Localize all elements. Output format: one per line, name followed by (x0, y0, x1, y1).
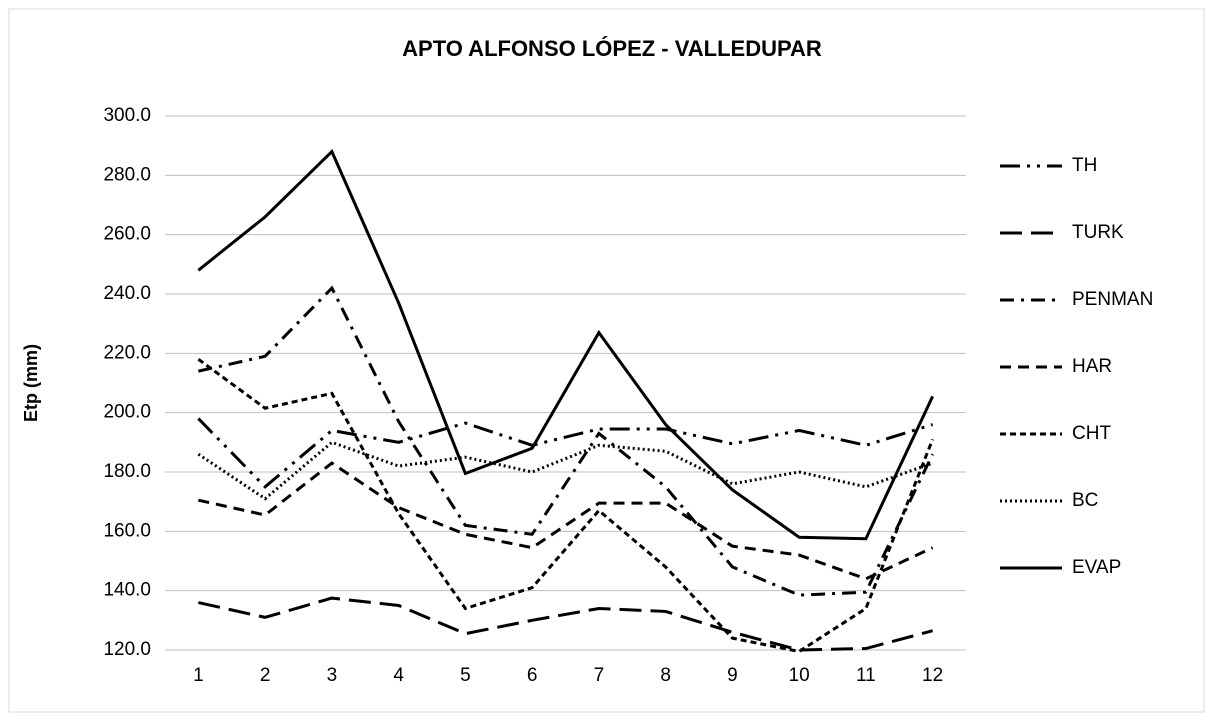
legend-label: PENMAN (1072, 289, 1153, 310)
legend-label: TURK (1072, 222, 1124, 243)
y-tick-label: 240.0 (103, 283, 151, 304)
y-tick-label: 280.0 (103, 164, 151, 185)
x-tick-label: 6 (527, 665, 538, 686)
x-tick-label: 11 (856, 665, 876, 686)
y-tick-label: 120.0 (103, 639, 151, 660)
y-tick-label: 180.0 (103, 461, 151, 482)
x-tick-label: 7 (594, 665, 605, 686)
y-tick-label: 260.0 (103, 224, 151, 245)
legend-label: EVAP (1072, 557, 1121, 578)
x-tick-label: 5 (460, 665, 471, 686)
legend-label: TH (1072, 155, 1097, 176)
series-line (197, 440, 934, 501)
legend-label: BC (1072, 490, 1098, 511)
series-line (198, 596, 934, 652)
y-axis-label: Etp (mm) (21, 344, 41, 422)
y-tick-label: 220.0 (103, 342, 151, 363)
x-tick-label: 3 (327, 665, 338, 686)
y-tick-label: 140.0 (103, 580, 151, 601)
x-tick-label: 4 (393, 665, 404, 686)
x-tick-label: 9 (727, 665, 738, 686)
series-line (197, 358, 935, 654)
legend-label: HAR (1072, 356, 1112, 377)
series-line (197, 149, 934, 541)
y-tick-label: 300.0 (103, 105, 151, 126)
chart-title: APTO ALFONSO LÓPEZ - VALLEDUPAR (402, 36, 822, 61)
x-tick-label: 2 (260, 665, 271, 686)
legend-label: CHT (1072, 423, 1111, 444)
x-tick-label: 12 (922, 665, 943, 686)
x-tick-label: 1 (193, 665, 204, 686)
y-tick-label: 160.0 (103, 520, 151, 541)
series-line (198, 285, 934, 597)
x-tick-label: 8 (660, 665, 671, 686)
y-tick-label: 200.0 (103, 402, 151, 423)
series-line (197, 417, 934, 489)
chart-border (8, 8, 1205, 713)
x-tick-label: 10 (789, 665, 810, 686)
